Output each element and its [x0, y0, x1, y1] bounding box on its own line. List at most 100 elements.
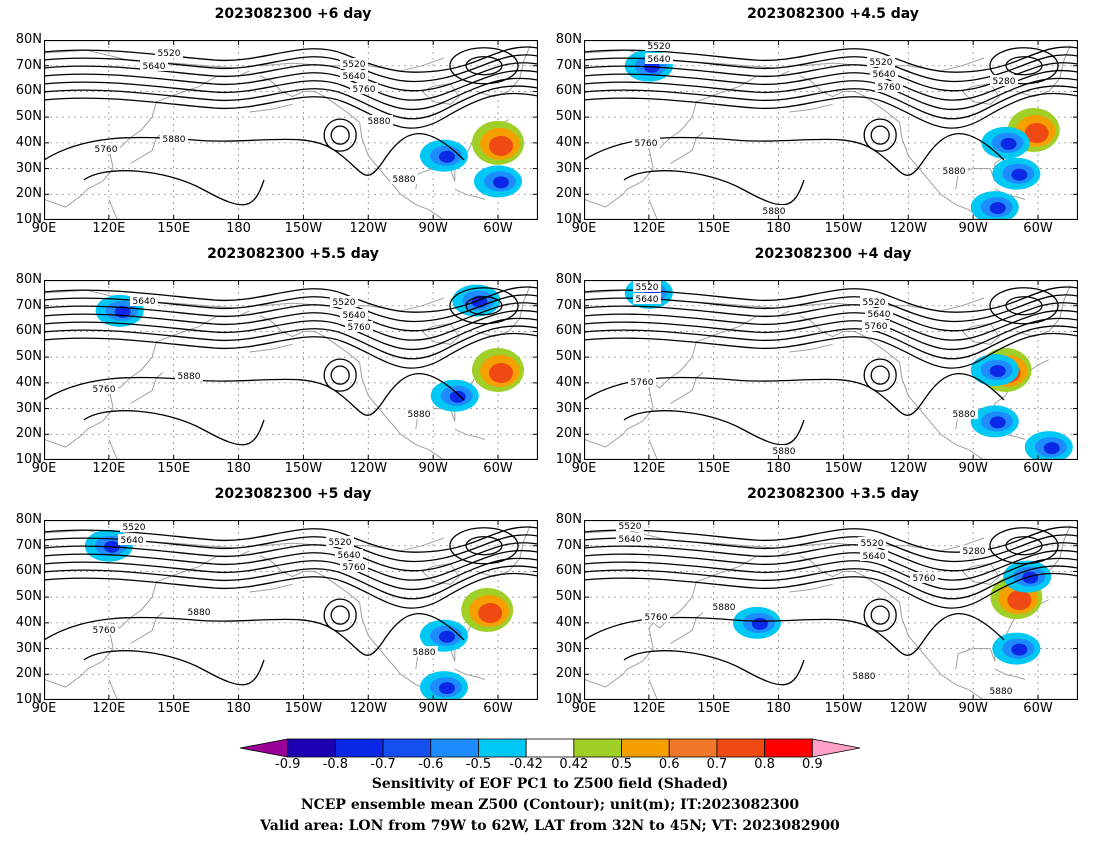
contour-label-bg [960, 545, 988, 556]
coastline-segment [44, 550, 250, 688]
lon-tick-label: 120E [92, 221, 126, 236]
panel-title-R3: 2023082300 +3.5 day [747, 486, 919, 502]
tick-marks [584, 280, 1078, 460]
contour-label: 5880 [178, 372, 201, 382]
contour-label: 5520 [861, 539, 884, 549]
polar-low-contour [989, 287, 1059, 325]
lat-tick-label: 50N [555, 349, 582, 365]
colorbar-label: 0.7 [706, 757, 728, 772]
contour-label: 5760 [645, 613, 668, 623]
contour-label-bg [862, 320, 890, 331]
coastline-segment [249, 583, 293, 593]
contour-line [584, 77, 1078, 111]
positive-sensitivity-peak [478, 603, 503, 623]
contour-line [44, 317, 538, 351]
lon-tick-label: 60W [1023, 221, 1053, 236]
colorbar-label: -0.42 [509, 757, 543, 772]
negative-sensitivity-peak [449, 390, 466, 403]
lon-tick-label: 60W [483, 461, 513, 476]
coastline-segment [130, 612, 164, 644]
contour-label: 5640 [873, 70, 896, 80]
lon-tick-label: 150E [157, 701, 191, 716]
lat-tick-label: 60N [555, 563, 582, 579]
contour-line [584, 85, 1078, 120]
contour-label-bg [90, 383, 118, 394]
contour-label-bg [160, 133, 188, 144]
lat-tick-label: 20N [15, 426, 42, 442]
coastline-segment [130, 132, 164, 164]
contour-label: 5880 [943, 167, 966, 177]
colorbar-swatch [573, 738, 622, 758]
polar-low-contour [1005, 296, 1043, 316]
contour-label: 5640 [868, 310, 891, 320]
lon-tick-label: 120W [349, 701, 388, 716]
colorbar-label: 0.9 [801, 757, 823, 772]
contour-label-bg [335, 549, 363, 560]
coastline-segment [648, 199, 658, 220]
lon-tick-label: 90W [418, 221, 448, 236]
panel-title-R2: 2023082300 +4 day [754, 246, 912, 262]
z500-contours [584, 46, 1078, 206]
contour-label-bg [340, 561, 368, 572]
lon-tick-label: 90W [958, 701, 988, 716]
colorbar-label: 0.5 [611, 757, 632, 772]
lon-tick-label: 120W [889, 701, 928, 716]
map-frame [44, 520, 538, 700]
negative-sensitivity-peak [989, 202, 1006, 215]
footer-line-2: NCEP ensemble mean Z500 (Contour); unit(… [300, 797, 800, 813]
polar-low-contour [989, 527, 1059, 565]
contour-label-bg [987, 685, 1015, 696]
closed-low-contour [323, 118, 357, 152]
contour-label-bg [633, 293, 661, 304]
coastline-segment [584, 550, 790, 688]
coastline-segment [670, 612, 704, 644]
colorbar [240, 738, 860, 758]
lat-tick-label: 20N [555, 426, 582, 442]
z500-contours [44, 286, 538, 446]
contour-line [44, 572, 538, 609]
contour-line-5880 [584, 612, 1005, 656]
contour-line [44, 565, 538, 600]
colorbar-swatch [334, 738, 384, 758]
lat-tick-label: 30N [555, 160, 582, 176]
contour-label-bg [645, 53, 673, 64]
contour-label-bg [130, 295, 158, 306]
tick-marks [584, 40, 1078, 220]
coastline-segment [454, 428, 486, 440]
contour-line [44, 557, 538, 591]
contour-label: 5640 [636, 295, 659, 305]
lat-tick-label: 80N [555, 32, 582, 47]
lon-tick-label: 150W [284, 701, 323, 716]
lon-tick-label: 90W [418, 701, 448, 716]
contour-line [584, 46, 1078, 73]
contour-label-bg [645, 40, 673, 51]
footer-line-1: Sensitivity of EOF PC1 to Z500 field (Sh… [371, 776, 729, 792]
contour-line-5880 [584, 132, 1005, 176]
lat-tick-label: 10N [555, 452, 582, 467]
contour-label: 5880 [853, 672, 876, 682]
polar-low-contour [449, 287, 519, 325]
coastline-segment [108, 679, 118, 700]
contour-label: 5640 [338, 551, 361, 561]
negative-sensitivity-peak [1011, 643, 1028, 656]
colorbar-label: -0.8 [322, 757, 349, 772]
contour-label-bg [330, 296, 358, 307]
colorbar-end-triangle [811, 738, 860, 758]
lon-tick-label: 90W [958, 221, 988, 236]
contour-label: 5880 [713, 603, 736, 613]
panel-title-L1: 2023082300 +6 day [214, 6, 372, 22]
contour-label-bg [118, 534, 146, 545]
contour-label-bg [770, 445, 798, 456]
lon-tick-label: 90W [958, 461, 988, 476]
colorbar-end-triangle [240, 738, 289, 758]
coastline-segment [454, 188, 486, 200]
contour-label: 5520 [648, 42, 671, 52]
polar-low-contour [449, 47, 519, 85]
lat-tick-label: 70N [15, 297, 42, 313]
lon-tick-label: 150W [284, 221, 323, 236]
contour-line-5880 [623, 410, 805, 446]
negative-sensitivity-peak [751, 617, 768, 630]
lat-tick-label: 60N [15, 563, 42, 579]
lon-tick-label: 90E [571, 221, 597, 236]
lat-tick-label: 20N [555, 666, 582, 682]
